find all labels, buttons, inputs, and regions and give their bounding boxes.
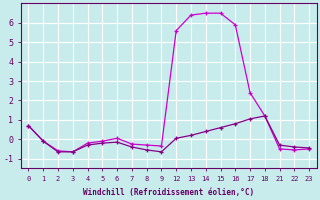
X-axis label: Windchill (Refroidissement éolien,°C): Windchill (Refroidissement éolien,°C) xyxy=(83,188,254,197)
